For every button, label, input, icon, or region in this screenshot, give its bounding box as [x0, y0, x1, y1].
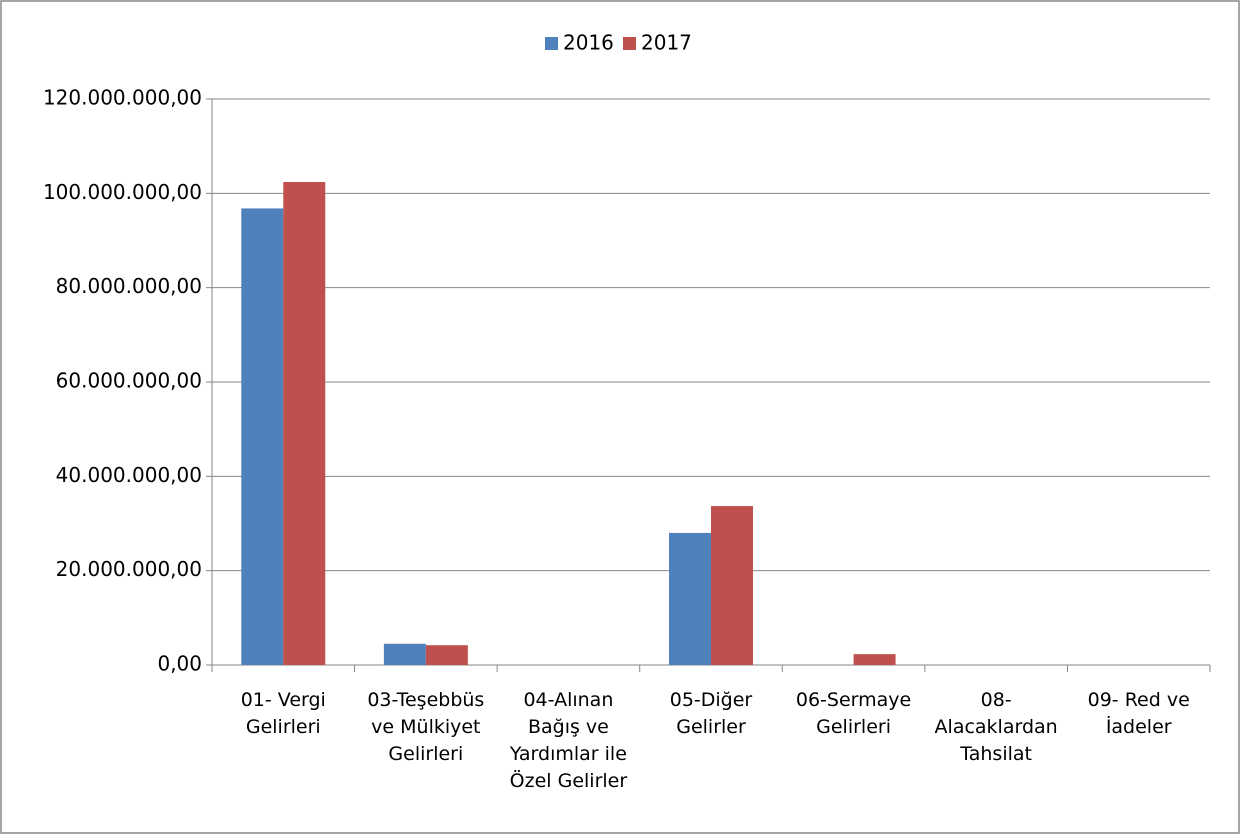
- x-tick-label: 05-Diğer Gelirler: [669, 689, 753, 738]
- y-tick-label: 120.000.000,00: [43, 86, 202, 110]
- bar: [669, 532, 711, 665]
- x-tick-label: 06-Sermaye Gelirleri: [795, 689, 912, 738]
- legend-swatch: [623, 37, 636, 50]
- bar: [283, 182, 326, 665]
- x-tick-label: 03-Teşebbüs ve Mülkiyet Gelirleri: [367, 689, 485, 765]
- x-tick-label: 04-Alınan Bağış ve Yardımlar ile Özel Ge…: [509, 689, 628, 792]
- legend-swatch: [545, 37, 558, 50]
- x-tick-label: 09- Red ve İadeler: [1087, 689, 1190, 738]
- x-tick-label: 08- Alacaklardan Tahsilat: [934, 689, 1058, 765]
- bar: [425, 645, 468, 665]
- bar: [241, 208, 284, 665]
- y-tick-label: 20.000.000,00: [56, 557, 202, 581]
- legend-label: 2016: [563, 31, 614, 55]
- bar: [711, 506, 753, 665]
- bar: [383, 643, 426, 665]
- y-tick-label: 60.000.000,00: [56, 369, 202, 393]
- y-tick-label: 40.000.000,00: [56, 463, 202, 487]
- y-tick-label: 80.000.000,00: [56, 274, 202, 298]
- y-tick-label: 100.000.000,00: [43, 180, 202, 204]
- x-tick-label: 01- Vergi Gelirleri: [240, 689, 326, 738]
- y-tick-label: 0,00: [157, 652, 202, 676]
- bar: [853, 654, 896, 665]
- legend-label: 2017: [641, 31, 692, 55]
